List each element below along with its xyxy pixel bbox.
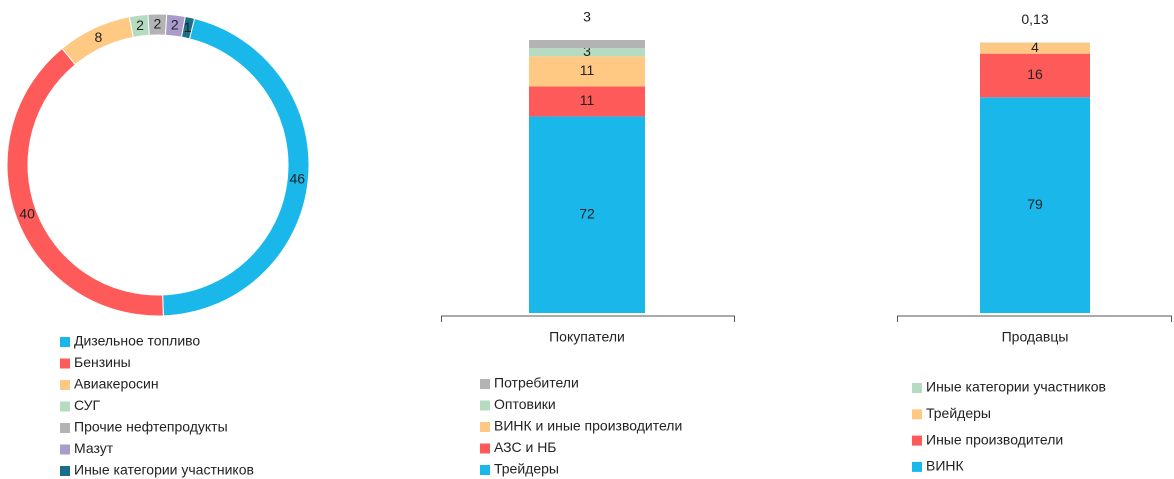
legend-swatch	[912, 383, 922, 393]
legend-swatch	[60, 466, 70, 476]
legend-swatch	[912, 461, 922, 472]
legend-label: Иные производители	[926, 431, 1063, 447]
bar-segment	[529, 56, 645, 87]
legend-swatch	[480, 400, 490, 411]
legend-label: Оптовики	[494, 396, 556, 412]
data-label: 11	[580, 92, 595, 108]
bar-segment	[529, 40, 645, 49]
legend-swatch	[480, 422, 490, 432]
data-label: 8	[94, 29, 102, 45]
donut-slice	[162, 17, 310, 317]
data-label: 4	[1031, 39, 1039, 55]
bar-segment	[529, 86, 645, 117]
x-tick-label: Продавцы	[1002, 329, 1069, 345]
data-label: 0,13	[1021, 11, 1048, 27]
legend-label: ВИНК и иные производители	[494, 418, 682, 434]
data-label: 40	[19, 205, 35, 221]
legend-swatch	[480, 443, 490, 454]
legend-swatch	[480, 379, 490, 389]
donut-slice	[6, 47, 164, 317]
bar-segment	[980, 53, 1090, 98]
data-label: 1	[184, 19, 192, 35]
data-label: 2	[153, 16, 161, 32]
legend-label: Прочие нефтепродукты	[74, 419, 228, 435]
legend-label: Потребители	[494, 375, 579, 391]
bar-segment	[980, 97, 1090, 313]
data-label: 16	[1027, 66, 1043, 82]
data-label: 79	[1027, 196, 1043, 212]
legend-swatch	[60, 423, 70, 433]
legend-swatch	[60, 337, 70, 347]
legend-swatch	[60, 444, 70, 455]
data-label: 46	[289, 170, 305, 186]
bar-segment	[529, 48, 645, 57]
legend-swatch	[480, 465, 490, 475]
legend-swatch	[60, 401, 70, 412]
legend-label: Иные категории участников	[74, 462, 254, 478]
legend-label: Бензины	[74, 354, 131, 370]
legend-label: АЗС и НБ	[494, 439, 557, 455]
bar-segment	[529, 116, 645, 313]
data-label: 3	[583, 9, 591, 25]
legend-swatch	[60, 358, 70, 369]
x-tick-label: Покупатели	[549, 329, 625, 345]
legend-label: Мазут	[74, 440, 114, 456]
legend-label: СУГ	[74, 397, 101, 413]
data-label: 11	[580, 62, 595, 78]
legend-label: Трейдеры	[926, 405, 991, 421]
legend-label: Иные категории участников	[926, 379, 1106, 395]
data-label: 72	[579, 205, 595, 221]
data-label: 2	[136, 17, 144, 33]
data-label: 2	[171, 17, 179, 33]
bar-segment	[980, 42, 1090, 54]
legend-label: ВИНК	[926, 458, 965, 474]
legend-label: Дизельное топливо	[74, 333, 200, 349]
legend-swatch	[912, 409, 922, 420]
legend-label: Авиакеросин	[74, 376, 159, 392]
legend-swatch	[60, 380, 70, 390]
legend-label: Трейдеры	[494, 461, 559, 477]
data-label: 3	[583, 43, 591, 59]
legend-swatch	[912, 435, 922, 446]
donut-slice	[180, 15, 196, 40]
